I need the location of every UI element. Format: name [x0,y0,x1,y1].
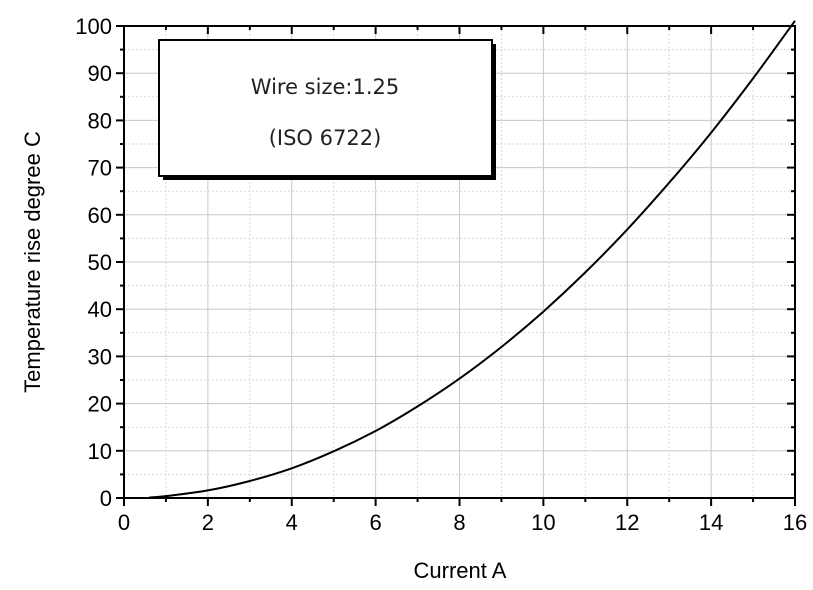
plot-frame [123,25,796,499]
x-tick-label: 0 [118,510,130,535]
x-tick-label: 8 [453,510,465,535]
x-tick-label: 16 [783,510,807,535]
x-tick-label: 2 [202,510,214,535]
y-tick-label: 30 [88,344,112,369]
y-tick-label: 90 [88,61,112,86]
y-tick-label: 40 [88,297,112,322]
y-tick-label: 60 [88,203,112,228]
grid [124,26,795,498]
x-tick-label: 4 [286,510,298,535]
y-tick-label: 20 [88,392,112,417]
y-tick-labels: 0 10 20 30 40 50 60 70 80 90 100 [75,14,112,511]
y-tick-label: 70 [88,156,112,181]
series-line [149,20,796,499]
x-tick-label: 12 [615,510,639,535]
x-tick-label: 6 [370,510,382,535]
legend-box: Wire size:1.25 (ISO 6722) [158,39,496,180]
y-axis-label: Temperature rise degree C [20,131,45,393]
x-tick-labels: 0 2 4 6 8 10 12 14 16 [118,510,807,535]
y-tick-label: 80 [88,108,112,133]
y-tick-label: 10 [88,439,112,464]
y-tick-label: 100 [75,14,112,39]
legend-line-2: (ISO 6722) [269,126,382,150]
x-axis-label: Current A [414,558,507,583]
axis-ticks [116,25,796,506]
legend-line-1: Wire size:1.25 [251,75,399,99]
x-tick-label: 14 [699,510,723,535]
y-tick-label: 0 [100,486,112,511]
y-tick-label: 50 [88,250,112,275]
x-tick-label: 10 [531,510,555,535]
